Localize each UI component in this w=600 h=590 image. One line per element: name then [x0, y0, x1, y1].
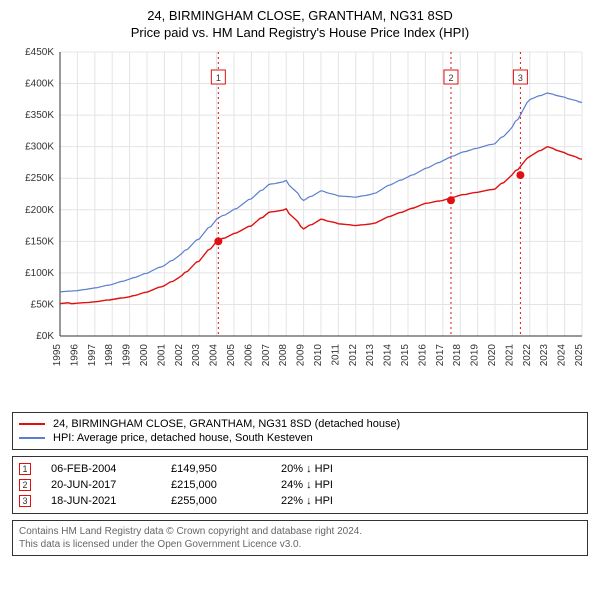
svg-text:2008: 2008 — [278, 343, 289, 366]
svg-text:2012: 2012 — [348, 343, 359, 366]
svg-text:£200K: £200K — [25, 205, 54, 216]
svg-text:1: 1 — [216, 73, 221, 83]
title-line2: Price paid vs. HM Land Registry's House … — [12, 25, 588, 42]
svg-text:2015: 2015 — [400, 343, 411, 366]
event-price: £215,000 — [171, 479, 261, 491]
event-price: £255,000 — [171, 495, 261, 507]
svg-text:£250K: £250K — [25, 173, 54, 184]
svg-text:2023: 2023 — [539, 343, 550, 366]
chart-area: £0K £50K £100K £150K £200K £250K £300K £350K £40… — [12, 46, 588, 406]
svg-text:£350K: £350K — [25, 110, 54, 121]
title-line1: 24, BIRMINGHAM CLOSE, GRANTHAM, NG31 8SD — [12, 8, 588, 25]
event-diff: 20% ↓ HPI — [281, 463, 333, 475]
svg-text:2017: 2017 — [435, 343, 446, 366]
svg-text:2014: 2014 — [383, 343, 394, 366]
event-date: 20-JUN-2017 — [51, 479, 151, 491]
event-diff: 22% ↓ HPI — [281, 495, 333, 507]
svg-text:2021: 2021 — [504, 343, 515, 366]
chart-title: 24, BIRMINGHAM CLOSE, GRANTHAM, NG31 8SD… — [12, 8, 588, 42]
svg-text:2025: 2025 — [574, 343, 585, 366]
svg-text:2009: 2009 — [296, 343, 307, 366]
svg-text:2010: 2010 — [313, 343, 324, 366]
event-date: 06-FEB-2004 — [51, 463, 151, 475]
svg-text:1995: 1995 — [52, 343, 63, 366]
svg-text:£100K: £100K — [25, 268, 54, 279]
svg-text:2: 2 — [448, 73, 453, 83]
event-diff: 24% ↓ HPI — [281, 479, 333, 491]
svg-text:1998: 1998 — [104, 343, 115, 366]
svg-text:1997: 1997 — [87, 343, 98, 366]
svg-text:2003: 2003 — [191, 343, 202, 366]
svg-text:£150K: £150K — [25, 236, 54, 247]
svg-text:2000: 2000 — [139, 343, 150, 366]
event-row: 3 18-JUN-2021 £255,000 22% ↓ HPI — [19, 493, 581, 509]
svg-text:2024: 2024 — [557, 343, 568, 366]
event-date: 18-JUN-2021 — [51, 495, 151, 507]
svg-text:2002: 2002 — [174, 343, 185, 366]
legend: 24, BIRMINGHAM CLOSE, GRANTHAM, NG31 8SD… — [12, 412, 588, 450]
event-table: 1 06-FEB-2004 £149,950 20% ↓ HPI 2 20-JUN-201… — [12, 456, 588, 514]
svg-text:2007: 2007 — [261, 343, 272, 366]
footer-line2: This data is licensed under the Open Gov… — [19, 538, 581, 551]
event-row: 2 20-JUN-2017 £215,000 24% ↓ HPI — [19, 477, 581, 493]
legend-swatch — [19, 423, 45, 425]
line-chart: £0K £50K £100K £150K £200K £250K £300K £350K £40… — [12, 46, 588, 406]
svg-text:£300K: £300K — [25, 141, 54, 152]
legend-item: 24, BIRMINGHAM CLOSE, GRANTHAM, NG31 8SD… — [19, 417, 581, 431]
svg-text:3: 3 — [518, 73, 523, 83]
footer-attribution: Contains HM Land Registry data © Crown c… — [12, 520, 588, 556]
svg-text:2013: 2013 — [365, 343, 376, 366]
legend-label: HPI: Average price, detached house, Sout… — [53, 432, 313, 444]
svg-text:2020: 2020 — [487, 343, 498, 366]
legend-swatch — [19, 437, 45, 439]
event-row: 1 06-FEB-2004 £149,950 20% ↓ HPI — [19, 461, 581, 477]
svg-text:£0K: £0K — [36, 331, 54, 342]
svg-text:2016: 2016 — [417, 343, 428, 366]
svg-text:£400K: £400K — [25, 78, 54, 89]
legend-label: 24, BIRMINGHAM CLOSE, GRANTHAM, NG31 8SD… — [53, 418, 400, 430]
svg-text:£50K: £50K — [31, 299, 55, 310]
event-price: £149,950 — [171, 463, 261, 475]
legend-item: HPI: Average price, detached house, Sout… — [19, 431, 581, 445]
event-marker: 3 — [19, 495, 31, 507]
svg-text:2004: 2004 — [209, 343, 220, 366]
event-marker: 2 — [19, 479, 31, 491]
svg-text:£450K: £450K — [25, 47, 54, 58]
svg-text:2018: 2018 — [452, 343, 463, 366]
event-marker: 1 — [19, 463, 31, 475]
svg-text:2011: 2011 — [330, 343, 341, 365]
svg-text:2005: 2005 — [226, 343, 237, 366]
svg-text:2001: 2001 — [156, 343, 167, 366]
svg-text:2022: 2022 — [522, 343, 533, 366]
footer-line1: Contains HM Land Registry data © Crown c… — [19, 525, 581, 538]
svg-text:2019: 2019 — [470, 343, 481, 366]
svg-text:2006: 2006 — [243, 343, 254, 366]
svg-text:1996: 1996 — [69, 343, 80, 366]
svg-text:1999: 1999 — [122, 343, 133, 366]
